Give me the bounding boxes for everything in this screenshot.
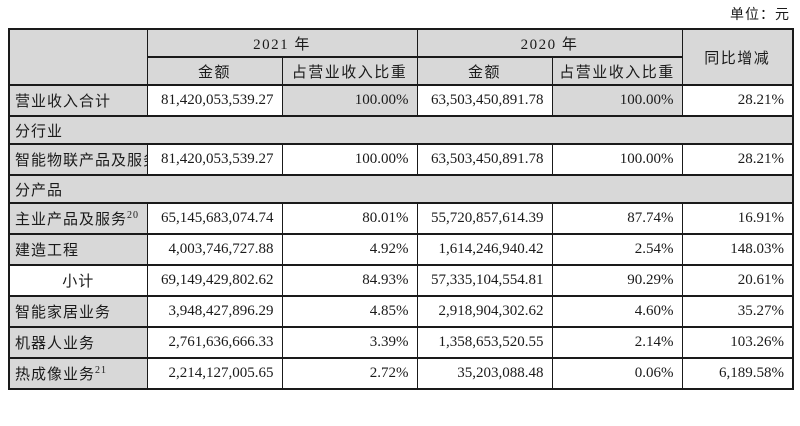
header-row-years: 2021 年 2020 年 同比增减 [8, 28, 794, 86]
cell-proportion-2021: 100.00% [281, 143, 418, 176]
cell-proportion-2020: 2.14% [551, 326, 683, 359]
cell-proportion-2021: 80.01% [281, 202, 418, 235]
row-label: 机器人业务 [8, 326, 148, 359]
footnote-superscript: 20 [127, 210, 140, 221]
cell-amount-2020: 1,358,653,520.55 [416, 326, 553, 359]
cell-amount-2020: 35,203,088.48 [416, 357, 553, 390]
table-row: 主业产品及服务20 65,145,683,074.74 80.01% 55,720,8… [8, 202, 794, 235]
amount-2020-header: 金额 [416, 56, 553, 86]
cell-proportion-2021: 2.72% [281, 357, 418, 390]
table-row: 智能物联产品及服务 81,420,053,539.27 100.00% 63,503,… [8, 143, 794, 176]
table-row: 营业收入合计 81,420,053,539.27 100.00% 63,503,450… [8, 84, 794, 117]
cell-amount-2021: 2,214,127,005.65 [146, 357, 283, 390]
cell-proportion-2021: 4.85% [281, 295, 418, 328]
revenue-breakdown-table: 2021 年 2020 年 同比增减 金额 占营业收入比重 金额 占营业收入比重… [8, 28, 795, 390]
section-row: 分行业 [8, 115, 794, 145]
cell-yoy: 16.91% [681, 202, 794, 235]
cell-proportion-2020: 2.54% [551, 233, 683, 266]
cell-yoy: 20.61% [681, 264, 794, 297]
row-label: 建造工程 [8, 233, 148, 266]
row-label: 主业产品及服务20 [8, 202, 148, 235]
cell-proportion-2021: 100.00% [281, 84, 418, 117]
table-row: 建造工程 4,003,746,727.88 4.92% 1,614,246,940.4… [8, 233, 794, 266]
table-row: 机器人业务 2,761,636,666.33 3.39% 1,358,653,520.… [8, 326, 794, 359]
amount-2021-header: 金额 [146, 56, 283, 86]
row-label: 热成像业务21 [8, 357, 148, 390]
table-body: 营业收入合计 81,420,053,539.27 100.00% 63,503,450… [8, 84, 794, 390]
cell-amount-2020: 55,720,857,614.39 [416, 202, 553, 235]
cell-amount-2020: 1,614,246,940.42 [416, 233, 553, 266]
cell-amount-2021: 81,420,053,539.27 [146, 143, 283, 176]
table-row: 热成像业务21 2,214,127,005.65 2.72% 35,203,088.4… [8, 357, 794, 390]
cell-proportion-2020: 100.00% [551, 143, 683, 176]
cell-proportion-2020: 90.29% [551, 264, 683, 297]
cell-amount-2020: 63,503,450,891.78 [416, 143, 553, 176]
cell-yoy: 35.27% [681, 295, 794, 328]
section-label: 分产品 [8, 174, 794, 204]
cell-proportion-2020: 87.74% [551, 202, 683, 235]
cell-amount-2021: 69,149,429,802.62 [146, 264, 283, 297]
cell-proportion-2020: 4.60% [551, 295, 683, 328]
yoy-header: 同比增减 [681, 28, 794, 86]
footnote-superscript: 21 [95, 365, 108, 376]
cell-amount-2021: 4,003,746,727.88 [146, 233, 283, 266]
row-label: 智能家居业务 [8, 295, 148, 328]
row-label: 小计 [8, 264, 148, 297]
cell-yoy: 28.21% [681, 84, 794, 117]
table-row: 小计 69,149,429,802.62 84.93% 57,335,104,554.… [8, 264, 794, 297]
section-row: 分产品 [8, 174, 794, 204]
cell-proportion-2020: 0.06% [551, 357, 683, 390]
table-row: 智能家居业务 3,948,427,896.29 4.85% 2,918,904,302… [8, 295, 794, 328]
cell-amount-2021: 65,145,683,074.74 [146, 202, 283, 235]
cell-yoy: 28.21% [681, 143, 794, 176]
cell-proportion-2021: 4.92% [281, 233, 418, 266]
cell-amount-2021: 3,948,427,896.29 [146, 295, 283, 328]
cell-yoy: 148.03% [681, 233, 794, 266]
unit-label: 单位：元 [730, 8, 790, 23]
header-row-measures: 金额 占营业收入比重 金额 占营业收入比重 [9, 56, 793, 86]
cell-proportion-2021: 84.93% [281, 264, 418, 297]
cell-proportion-2021: 3.39% [281, 326, 418, 359]
proportion-2020-header: 占营业收入比重 [551, 56, 683, 86]
cell-amount-2020: 57,335,104,554.81 [416, 264, 553, 297]
cell-yoy: 103.26% [681, 326, 794, 359]
cell-amount-2021: 81,420,053,539.27 [146, 84, 283, 117]
year-2020-header: 2020 年 [416, 28, 683, 58]
cell-amount-2021: 2,761,636,666.33 [146, 326, 283, 359]
row-label: 营业收入合计 [8, 84, 148, 117]
row-label: 智能物联产品及服务 [8, 143, 148, 176]
corner-blank-cell [8, 28, 148, 86]
section-label: 分行业 [8, 115, 794, 145]
cell-proportion-2020: 100.00% [551, 84, 683, 117]
cell-amount-2020: 63,503,450,891.78 [416, 84, 553, 117]
cell-yoy: 6,189.58% [681, 357, 794, 390]
cell-amount-2020: 2,918,904,302.62 [416, 295, 553, 328]
proportion-2021-header: 占营业收入比重 [281, 56, 418, 86]
year-2021-header: 2021 年 [146, 28, 418, 58]
